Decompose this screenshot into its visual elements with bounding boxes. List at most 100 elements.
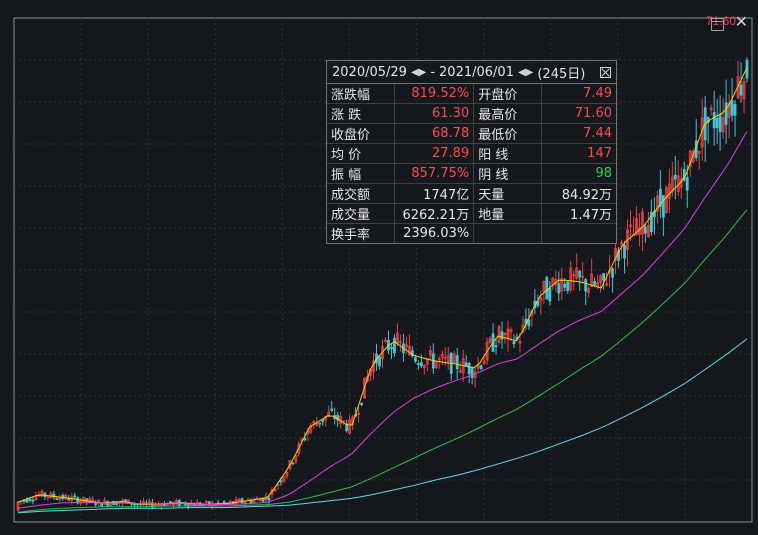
candle-body (706, 116, 710, 123)
stats-row: 涨跌幅 819.52% 开盘价 7.49 (327, 84, 616, 104)
candle-body (285, 472, 289, 477)
candle-body (237, 498, 241, 502)
candle-body (644, 226, 647, 234)
candle-body (647, 224, 650, 238)
stat-label: 涨 跌 (327, 103, 395, 124)
stat-value: 1.47万 (541, 203, 616, 224)
start-date[interactable]: 2020/05/29 (332, 64, 407, 80)
candle-body (503, 333, 507, 335)
candle-body (581, 275, 585, 278)
candle-body (650, 211, 653, 232)
candle-body (73, 495, 77, 498)
candle-body (718, 114, 722, 132)
candle-body (58, 497, 62, 501)
candle-body (727, 102, 731, 118)
candle-body (455, 355, 459, 370)
candle-body (470, 368, 474, 378)
candle-body (52, 493, 56, 498)
stat-label: 收盘价 (327, 123, 395, 144)
close-box-icon[interactable] (600, 66, 611, 78)
candle-body (345, 423, 349, 432)
candle-body (133, 503, 136, 506)
candle-body (673, 174, 677, 180)
candle-body (578, 270, 582, 278)
stat-value: 857.75% (394, 163, 475, 184)
candle-body (536, 300, 540, 306)
stats-row: 换手率 2396.03% (327, 223, 616, 243)
candle-body (428, 350, 432, 356)
candle-body (330, 408, 334, 411)
left-right-arrows-icon[interactable]: ◀▶ (410, 66, 427, 78)
stat-value: 819.52% (394, 84, 475, 104)
candle-body (599, 275, 603, 284)
candle-body (270, 489, 274, 495)
stat-value: 2396.03% (394, 223, 475, 243)
stat-label: 最低价 (473, 123, 542, 144)
ma-line-ma20 (17, 131, 748, 509)
candle-body (282, 476, 286, 482)
candle-body (393, 337, 396, 354)
stats-row: 成交量 6262.21万 地量 1.47万 (327, 203, 616, 224)
candle-body (584, 279, 588, 292)
candle-body (234, 498, 238, 504)
candle-body (228, 501, 232, 503)
candle-body (596, 282, 600, 287)
candle-body (458, 370, 462, 373)
candle-body (497, 326, 501, 343)
stat-label: 阳 线 (473, 143, 542, 164)
stat-label: 成交量 (327, 203, 395, 224)
date-separator: - (430, 64, 436, 80)
end-date[interactable]: 2021/06/01 (439, 64, 514, 80)
candle-body (629, 224, 632, 227)
panel-header: 2020/05/29 ◀▶ - 2021/06/01 ◀▶ (245日) (327, 61, 616, 84)
candle-body (467, 362, 471, 375)
candle-body (712, 112, 716, 129)
candle-body (518, 341, 522, 344)
candle-body (151, 502, 154, 508)
candle-body (566, 281, 570, 292)
candle-body (733, 104, 737, 116)
candle-body (482, 360, 486, 365)
candle-body (312, 421, 316, 424)
candle-body (488, 338, 492, 343)
stats-row: 成交额 1747亿 天量 84.92万 (327, 183, 616, 204)
candle-body (279, 480, 283, 483)
stat-value: 27.89 (394, 143, 475, 164)
candle-body (378, 356, 381, 367)
stat-label: 地量 (473, 203, 542, 224)
candle-body (548, 287, 552, 302)
candle-body (204, 501, 208, 504)
stats-row: 涨 跌 61.30 最高价 71.60 (327, 103, 616, 124)
day-count: (245日) (537, 66, 586, 82)
close-icon[interactable]: ✕ (734, 12, 748, 31)
stats-table: 涨跌幅 819.52% 开盘价 7.49 涨 跌 61.30 最高价 71.60 收盘价 68.7… (327, 84, 616, 243)
candle-body (542, 280, 546, 292)
stats-row: 振 幅 857.75% 阴 线 98 (327, 163, 616, 184)
stat-value (541, 223, 616, 243)
candle-body (730, 100, 734, 116)
stat-label: 天量 (473, 183, 542, 204)
candle-body (655, 195, 659, 212)
ma-line-ma120 (17, 338, 748, 514)
stat-value: 71.60 (541, 103, 616, 124)
candle-body (405, 344, 408, 348)
candle-body (611, 268, 614, 278)
left-right-arrows-icon[interactable]: ◀▶ (517, 66, 534, 78)
stat-label: 最高价 (473, 103, 542, 124)
candle-body (605, 283, 608, 286)
candle-body (479, 365, 483, 370)
candle-body (342, 420, 346, 423)
maximize-icon[interactable] (711, 18, 724, 31)
candle-body (512, 341, 516, 345)
candle-body (31, 499, 35, 502)
candle-body (124, 499, 127, 502)
candle-body (399, 340, 402, 343)
candle-body (318, 422, 322, 425)
candle-body (527, 319, 531, 327)
candle-body (742, 81, 746, 100)
candle-body (620, 241, 623, 246)
chart-grid (13, 17, 753, 523)
candle-body (661, 195, 665, 218)
candle-body (440, 354, 444, 358)
